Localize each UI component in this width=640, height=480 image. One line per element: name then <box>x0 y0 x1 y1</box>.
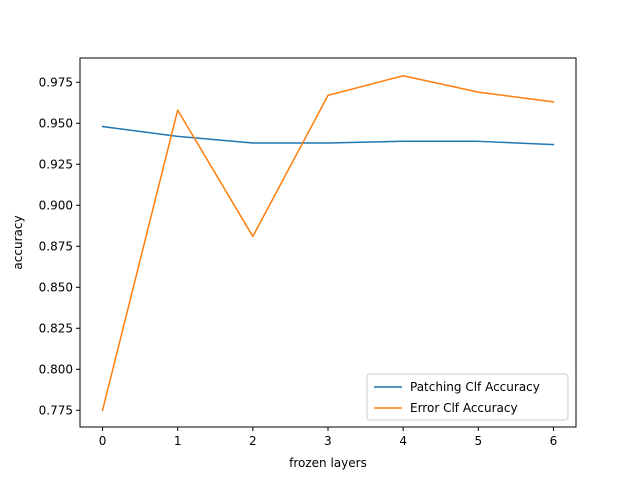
x-tick-label: 4 <box>399 434 407 448</box>
y-axis-label: accuracy <box>11 215 25 269</box>
legend-label-1: Error Clf Accuracy <box>410 401 518 415</box>
series-line-0 <box>101 125 555 146</box>
series-layer <box>101 74 555 412</box>
y-tick-label: 0.925 <box>39 157 73 171</box>
y-tick-label: 0.775 <box>39 403 73 417</box>
legend-label-0: Patching Clf Accuracy <box>410 380 540 394</box>
y-tick-label: 0.825 <box>39 321 73 335</box>
legend: Patching Clf Accuracy Error Clf Accuracy <box>366 373 569 421</box>
y-tick-label: 0.950 <box>39 116 73 130</box>
y-axis: 0.775 0.800 0.825 0.850 0.875 0.900 0.925 0.950… <box>39 75 80 417</box>
y-tick-label: 0.800 <box>39 362 73 376</box>
x-tick-label: 1 <box>174 434 182 448</box>
x-tick-label: 0 <box>99 434 107 448</box>
y-tick-label: 0.850 <box>39 280 73 294</box>
series-line-1 <box>101 74 555 412</box>
x-tick-label: 3 <box>324 434 332 448</box>
y-tick-label: 0.900 <box>39 198 73 212</box>
plot-frame <box>79 57 577 428</box>
x-tick-label: 2 <box>249 434 257 448</box>
x-axis: 0 1 2 3 4 5 6 <box>99 427 558 448</box>
legend-box <box>366 373 569 421</box>
y-tick-label: 0.975 <box>39 75 73 89</box>
y-tick-label: 0.875 <box>39 239 73 253</box>
x-tick-label: 5 <box>474 434 482 448</box>
x-tick-label: 6 <box>550 434 558 448</box>
x-axis-label: frozen layers <box>289 456 367 470</box>
